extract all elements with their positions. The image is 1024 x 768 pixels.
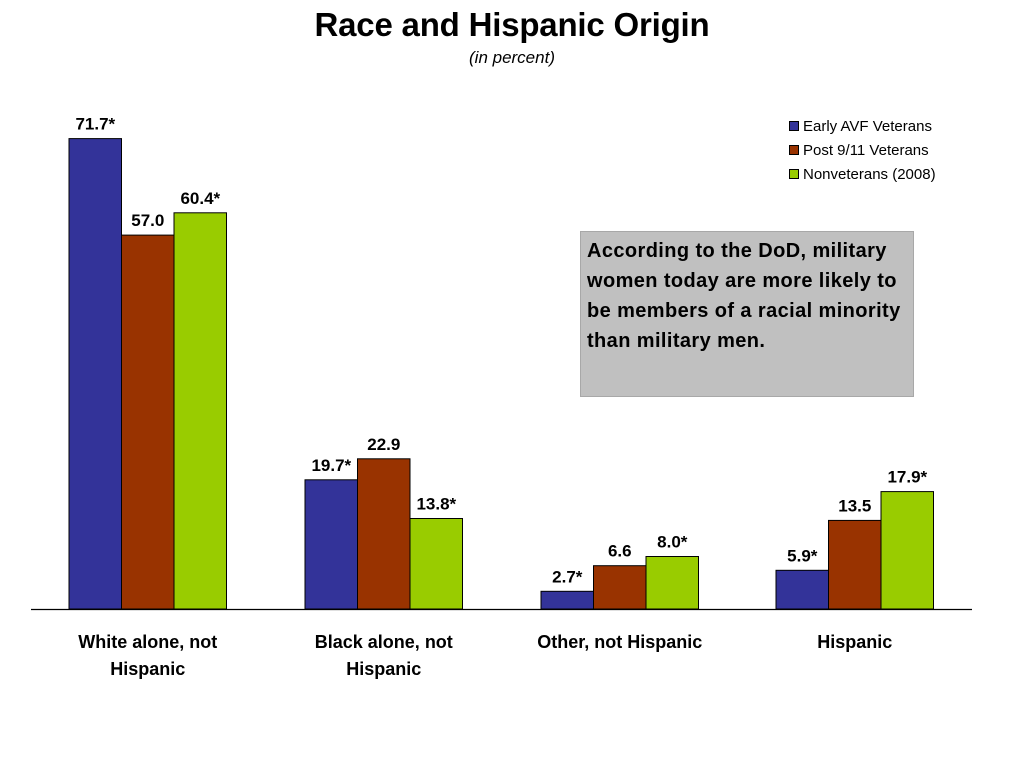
- bar-4-series-2: [828, 519, 882, 610]
- category-label-1-line-2: Hispanic: [110, 659, 185, 679]
- data-label-4-series-1: 5.9*: [787, 546, 818, 565]
- annotation-callout: According to the DoD, military women tod…: [580, 231, 914, 397]
- bar-2-series-2: [357, 458, 411, 610]
- category-label-2-line-2: Hispanic: [346, 659, 421, 679]
- legend-swatch: [789, 169, 799, 179]
- bar-3-series-1: [540, 590, 594, 610]
- data-label-4-series-2: 13.5: [838, 496, 871, 515]
- bar-3-series-3: [645, 556, 699, 610]
- category-label-2-line-1: Black alone, not: [315, 632, 453, 652]
- bar-2-series-3: [409, 518, 463, 610]
- data-label-3-series-2: 6.6: [608, 542, 632, 561]
- category-label-4-line-1: Hispanic: [817, 632, 892, 652]
- legend-swatch: [789, 121, 799, 131]
- data-label-1-series-2: 57.0: [131, 211, 164, 230]
- legend-item-2: Post 9/11 Veterans: [789, 138, 936, 162]
- bar-4-series-3: [880, 491, 934, 610]
- legend-item-1: Early AVF Veterans: [789, 114, 936, 138]
- data-label-3-series-1: 2.7*: [552, 567, 583, 586]
- category-label-1-line-1: White alone, not: [78, 632, 217, 652]
- bar-1-series-1: [68, 138, 122, 610]
- data-label-2-series-1: 19.7*: [311, 456, 351, 475]
- legend-label: Post 9/11 Veterans: [803, 141, 929, 159]
- bar-3-series-2: [593, 565, 647, 610]
- data-label-2-series-3: 13.8*: [416, 495, 456, 514]
- data-label-2-series-2: 22.9: [367, 435, 400, 454]
- data-label-1-series-3: 60.4*: [180, 189, 220, 208]
- legend-swatch: [789, 145, 799, 155]
- legend-label: Early AVF Veterans: [803, 117, 932, 135]
- chart-subtitle: (in percent): [469, 48, 555, 67]
- bar-1-series-3: [173, 212, 227, 610]
- data-label-1-series-1: 71.7*: [75, 115, 115, 134]
- legend-item-3: Nonveterans (2008): [789, 162, 936, 186]
- legend-label: Nonveterans (2008): [803, 165, 936, 183]
- bar-4-series-1: [775, 569, 829, 610]
- legend: Early AVF Veterans Post 9/11 Veterans Nonv…: [789, 114, 936, 186]
- data-label-4-series-3: 17.9*: [887, 468, 927, 487]
- category-label-3-line-1: Other, not Hispanic: [537, 632, 702, 652]
- bar-1-series-2: [121, 234, 175, 610]
- bar-2-series-1: [304, 479, 358, 610]
- data-label-3-series-3: 8.0*: [657, 533, 688, 552]
- chart-title: Race and Hispanic Origin: [314, 6, 710, 43]
